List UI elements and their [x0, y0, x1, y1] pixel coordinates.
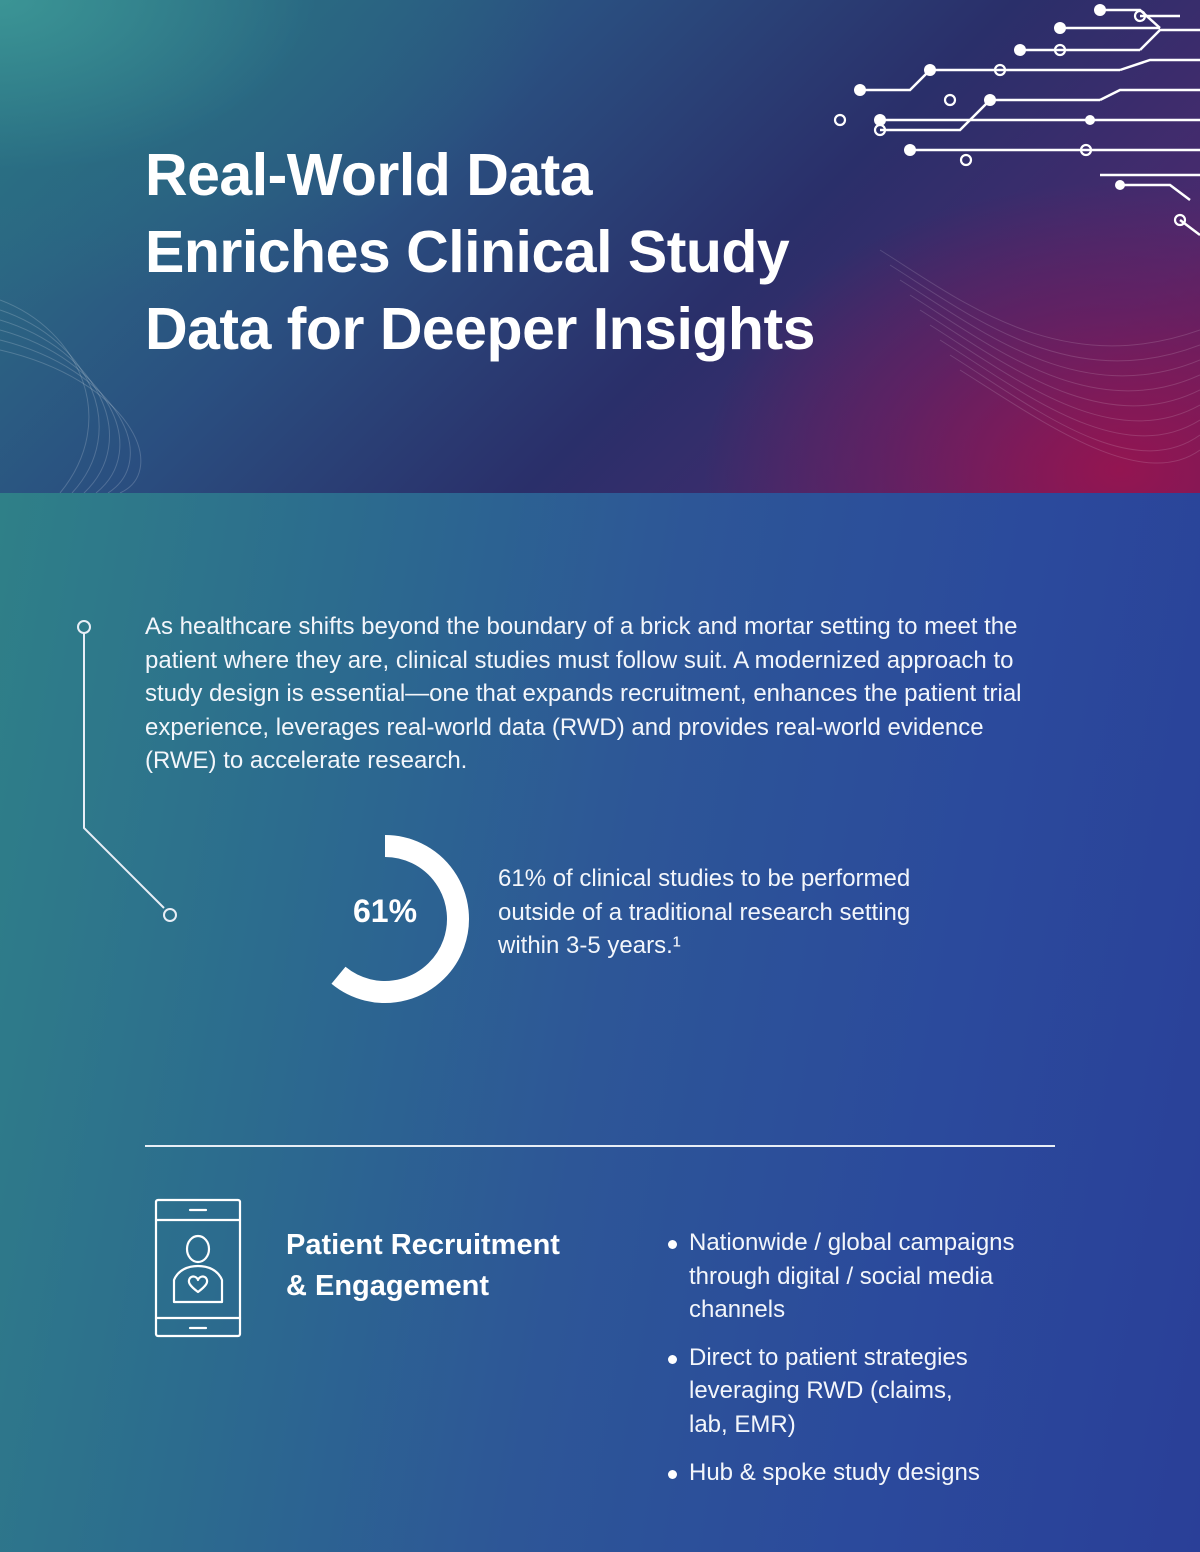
main-content: As healthcare shifts beyond the boundary… [0, 493, 1200, 1552]
section-title-line-1: Patient Recruitment [286, 1229, 560, 1261]
bullet-dot-icon [668, 1240, 677, 1249]
list-item: Hub & spoke study designs [668, 1456, 1068, 1490]
bullet-text: channels [689, 1296, 786, 1324]
hero-banner: Real-World Data Enriches Clinical Study … [0, 0, 1200, 493]
stat-description: 61% of clinical studies to be performed … [498, 865, 911, 960]
title-line-3: Data for Deeper Insights [145, 296, 815, 362]
circuit-board-icon [833, 4, 1200, 236]
bullet-text: through digital / social media [689, 1262, 994, 1290]
section-title-line-2: & Engagement [286, 1270, 490, 1302]
page-title: Real-World Data Enriches Clinical Study … [145, 137, 965, 368]
bullet-dot-icon [668, 1469, 677, 1479]
phone-patient-heart-icon [154, 1198, 242, 1338]
section-title: Patient Recruitment & Engagement [286, 1225, 560, 1307]
title-line-1: Real-World Data [145, 142, 593, 208]
title-line-2: Enriches Clinical Study [145, 219, 790, 285]
bullet-text: Direct to patient strategies [689, 1343, 968, 1371]
donut-value-label: 61% [352, 893, 418, 929]
donut-arc-61-percent [331, 835, 469, 1003]
bullet-text: leveraging RWD (claims, [689, 1377, 953, 1405]
percentage-donut-chart [331, 835, 469, 1003]
intro-paragraph: As healthcare shifts beyond the boundary… [145, 613, 1022, 775]
list-item: Nationwide / global campaigns through di… [668, 1226, 1068, 1327]
bullet-list: Nationwide / global campaigns through di… [668, 1226, 1068, 1503]
section-divider [145, 1145, 1055, 1147]
timeline-connector-icon [77, 620, 177, 922]
bullet-text: Nationwide / global campaigns [689, 1229, 1015, 1256]
bullet-dot-icon [668, 1354, 677, 1364]
bullet-text: Hub & spoke study designs [689, 1458, 980, 1486]
list-item: Direct to patient strategies leveraging … [668, 1341, 1068, 1442]
bullet-text: lab, EMR) [689, 1410, 796, 1438]
